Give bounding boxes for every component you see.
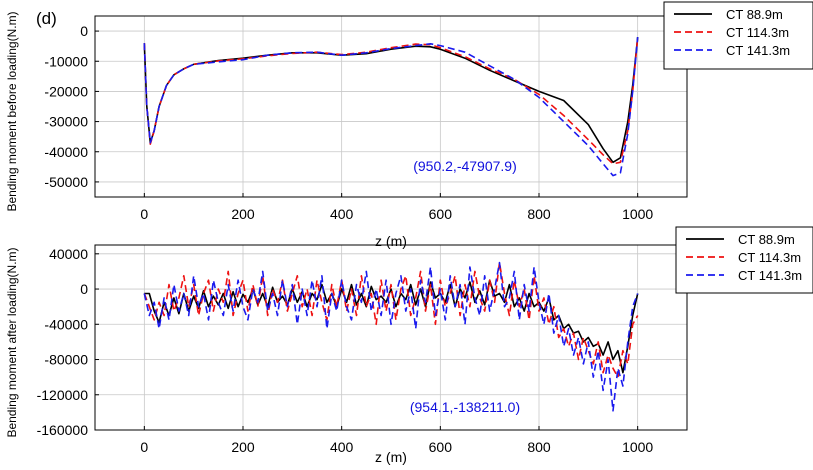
x-tick-label: 200	[231, 206, 255, 222]
y-axis-label: Bending moment after loading(N.m)	[5, 247, 19, 437]
legend-entry: CT 88.9m	[738, 232, 795, 247]
x-tick-label: 600	[429, 206, 453, 222]
panel-label: (d)	[36, 9, 57, 28]
peak-annotation: (954.1,-138211.0)	[410, 399, 520, 415]
legend: CT 88.9m CT 114.3m CT 141.3m	[675, 226, 813, 294]
x-tick-label: 800	[527, 439, 551, 455]
series-line-ct-88-9m	[143, 37, 639, 164]
legend-entry: CT 114.3m	[726, 25, 789, 40]
legend-entry: CT 141.3m	[726, 43, 790, 58]
legend-frame	[675, 226, 813, 294]
y-tick-label: -120000	[37, 387, 89, 403]
series-line-ct-141-3m	[143, 37, 639, 177]
x-tick-label: 200	[231, 439, 255, 455]
y-tick-label: -30000	[44, 114, 88, 130]
x-tick-label: 0	[140, 439, 148, 455]
y-tick-label: -10000	[44, 53, 88, 69]
x-tick-label: 0	[140, 206, 148, 222]
y-tick-label: -20000	[44, 83, 88, 99]
chart-before-loading: 0 200 400 600 800 1000 0 -10000 -20000 -30000 -400…	[5, 1, 813, 249]
y-tick-label: -160000	[37, 422, 89, 438]
y-tick-label: -40000	[44, 144, 88, 160]
legend-entry: CT 88.9m	[726, 7, 783, 22]
series-line-ct-114-3m	[143, 261, 639, 378]
y-axis-label: Bending moment before loading(N.m)	[5, 11, 19, 211]
y-tick-label: 0	[80, 281, 88, 297]
y-tick-label: 0	[80, 23, 88, 39]
x-axis-label: z (m)	[375, 233, 407, 249]
x-tick-label: 600	[429, 439, 453, 455]
x-tick-label: 400	[330, 439, 354, 455]
y-tick-label: 40000	[49, 246, 88, 262]
series-line-ct-114-3m	[143, 37, 639, 165]
plot-area-frame	[94, 15, 688, 198]
y-tick-label: -40000	[44, 316, 88, 332]
plot-area-frame	[94, 244, 688, 431]
legend-entry: CT 114.3m	[738, 250, 801, 265]
peak-annotation: (950.2,-47907.9)	[413, 158, 517, 174]
y-tick-label: -50000	[44, 174, 88, 190]
series-line-ct-88-9m	[144, 279, 639, 374]
series-line-ct-141-3m	[143, 261, 639, 412]
x-tick-label: 1000	[622, 206, 653, 222]
chart-after-loading: 0 200 400 600 800 1000 40000 0 -40000 -80000 -1200…	[5, 226, 813, 465]
x-tick-label: 800	[527, 206, 551, 222]
x-axis-label: z (m)	[375, 449, 407, 465]
x-tick-label: 1000	[622, 439, 653, 455]
y-tick-label: -80000	[44, 352, 88, 368]
legend: CT 88.9m CT 114.3m CT 141.3m	[663, 1, 813, 70]
x-tick-label: 400	[330, 206, 354, 222]
legend-entry: CT 141.3m	[738, 268, 802, 283]
